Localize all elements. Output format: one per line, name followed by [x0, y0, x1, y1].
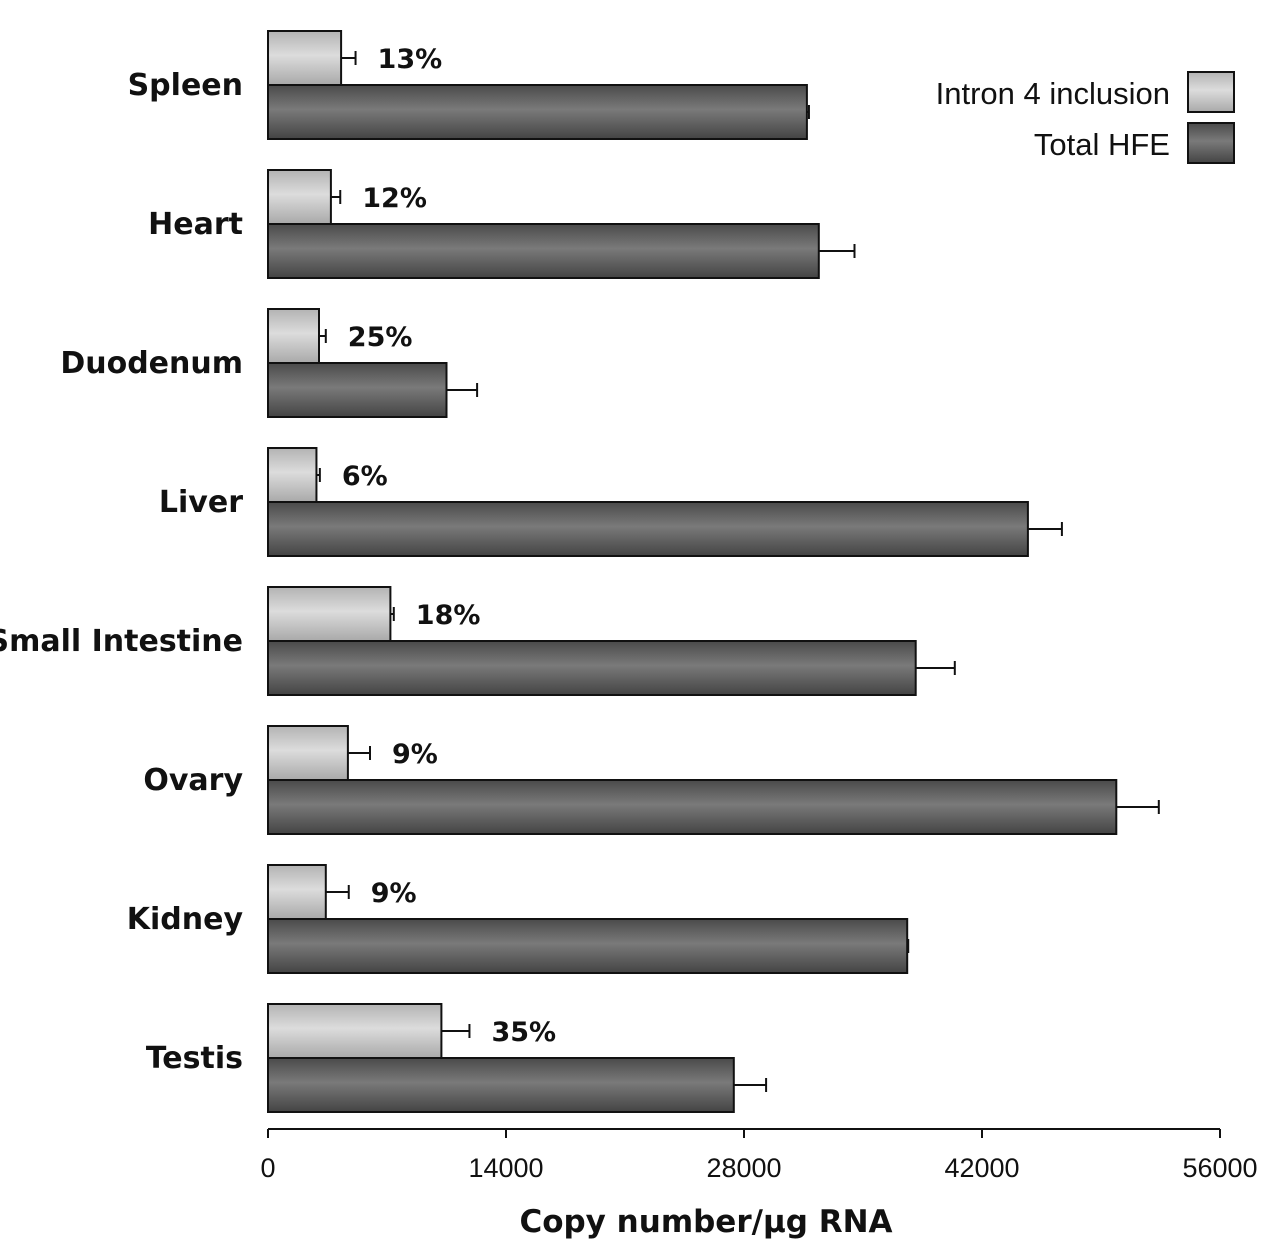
bar-group-heart: 12% Heart: [148, 169, 856, 279]
x-tick-label-0: 0: [260, 1153, 275, 1183]
percent-label-duodenum: 25%: [348, 322, 413, 353]
category-label-heart: Heart: [148, 207, 243, 242]
legend-label-total-hfe: Total HFE: [1034, 127, 1170, 162]
percent-label-testis: 35%: [491, 1017, 556, 1048]
total-hfe-bar-small-intestine: [267, 640, 917, 696]
intron4-bar-testis: [267, 1003, 443, 1059]
intron4-bar-liver: [267, 447, 318, 503]
bar-group-kidney: 9% Kidney: [127, 864, 910, 974]
category-label-testis: Testis: [146, 1041, 243, 1076]
category-label-kidney: Kidney: [127, 902, 244, 937]
x-tick-label-4: 56000: [1182, 1153, 1257, 1183]
category-label-small-intestine: Small Intestine: [0, 624, 243, 659]
category-label-ovary: Ovary: [143, 763, 243, 798]
category-label-duodenum: Duodenum: [60, 346, 243, 381]
total-hfe-bar-duodenum: [267, 362, 448, 418]
plot-area: 13% Spleen 12% Heart 25% Duodenum 6% Liver 18% Sm…: [0, 30, 1160, 1113]
legend: Intron 4 inclusion Total HFE: [936, 71, 1235, 164]
intron4-bar-kidney: [267, 864, 327, 920]
x-tick-label-2: 28000: [706, 1153, 781, 1183]
percent-label-ovary: 9%: [392, 739, 438, 770]
bar-group-small-intestine: 18% Small Intestine: [0, 586, 956, 696]
total-hfe-bar-liver: [267, 501, 1029, 557]
intron4-bar-duodenum: [267, 308, 320, 364]
bar-group-testis: 35% Testis: [146, 1003, 768, 1113]
total-hfe-bar-spleen: [267, 84, 808, 140]
bar-group-duodenum: 25% Duodenum: [60, 308, 479, 418]
total-hfe-bar-testis: [267, 1057, 735, 1113]
bar-group-liver: 6% Liver: [159, 447, 1063, 557]
legend-swatch-intron4: [1187, 71, 1235, 113]
intron4-bar-heart: [267, 169, 332, 225]
legend-label-intron4: Intron 4 inclusion: [936, 76, 1170, 111]
category-label-liver: Liver: [159, 485, 243, 520]
x-tick-label-3: 42000: [944, 1153, 1019, 1183]
percent-label-kidney: 9%: [371, 878, 417, 909]
intron4-bar-small-intestine: [267, 586, 392, 642]
legend-swatch-total-hfe: [1187, 122, 1235, 164]
total-hfe-bar-ovary: [267, 779, 1118, 835]
bar-group-spleen: 13% Spleen: [128, 30, 810, 140]
total-hfe-bar-heart: [267, 223, 820, 279]
x-tick-label-1: 14000: [468, 1153, 543, 1183]
x-axis: 0 14000 28000 42000 56000 Copy number/µg RNA: [260, 1128, 1258, 1240]
percent-label-spleen: 13%: [378, 44, 443, 75]
total-hfe-bar-kidney: [267, 918, 909, 974]
intron4-bar-spleen: [267, 30, 343, 86]
x-axis-title: Copy number/µg RNA: [519, 1204, 892, 1240]
category-label-spleen: Spleen: [128, 68, 243, 103]
intron4-bar-ovary: [267, 725, 349, 781]
bar-group-ovary: 9% Ovary: [143, 725, 1160, 835]
percent-label-small-intestine: 18%: [416, 600, 481, 631]
percent-label-heart: 12%: [362, 183, 427, 214]
percent-label-liver: 6%: [342, 461, 388, 492]
